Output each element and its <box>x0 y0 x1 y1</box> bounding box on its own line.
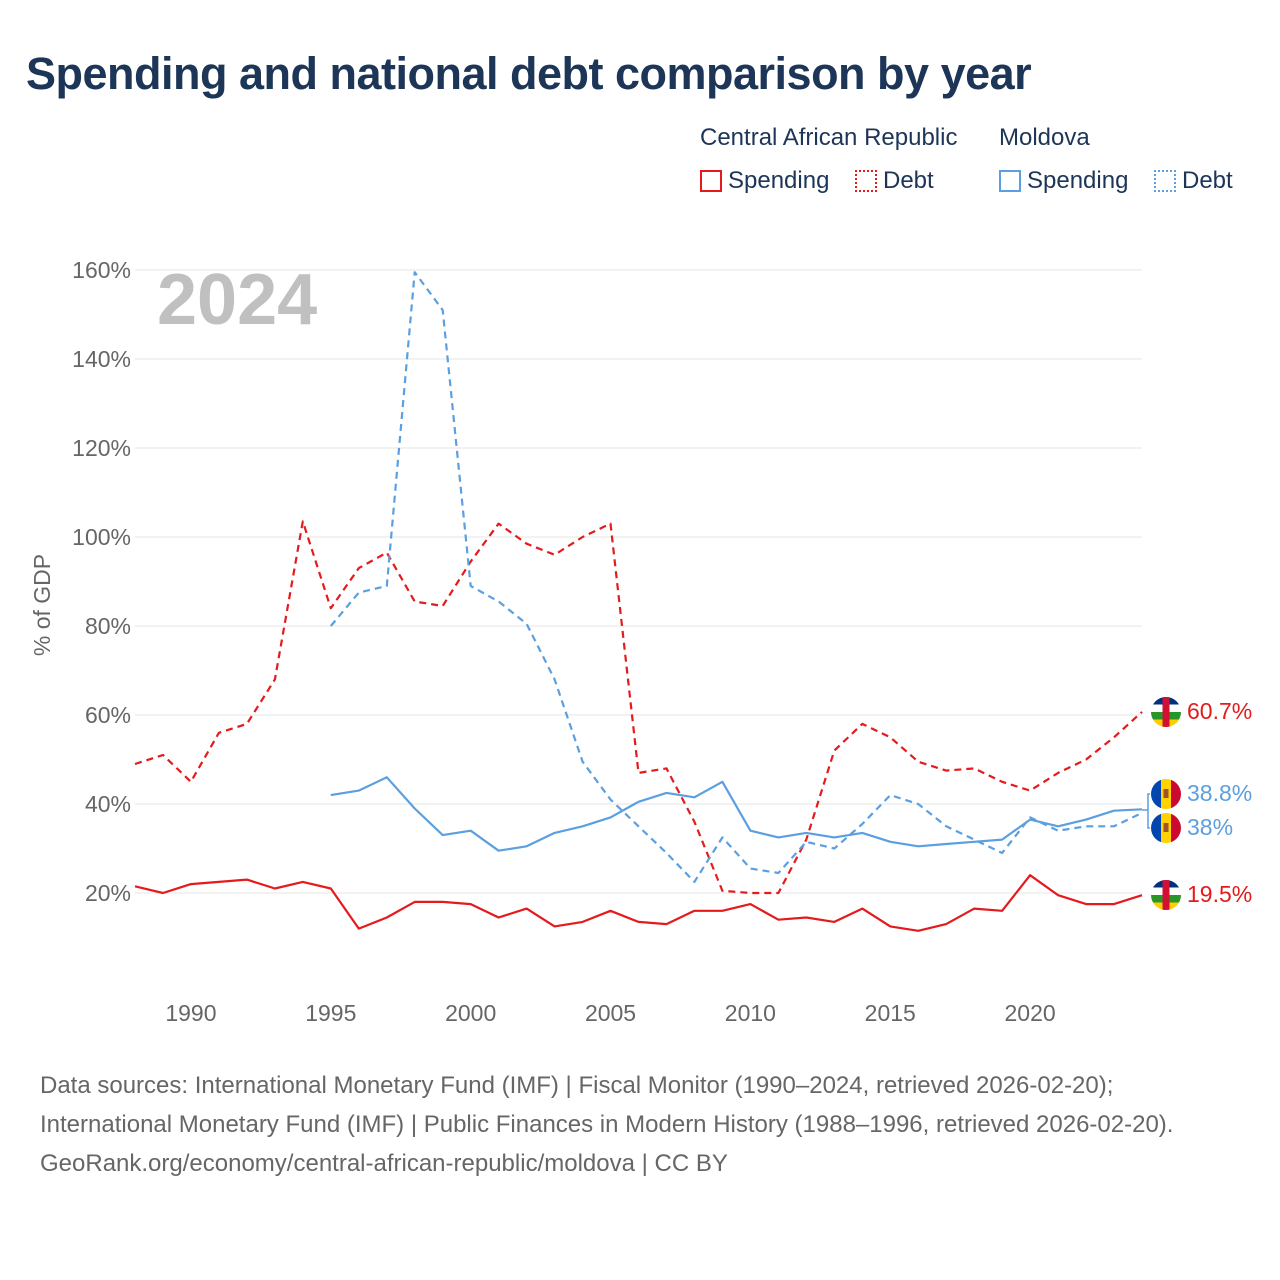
x-tick-label: 1995 <box>305 1000 356 1026</box>
legend-label-car-spending: Spending <box>728 167 830 194</box>
end-label-moldova-spending: 38.8% <box>1187 780 1252 806</box>
end-label-moldova-debt: 38% <box>1187 814 1233 840</box>
legend-swatch-solid-blue <box>999 170 1021 192</box>
series-line-moldova-spending[interactable] <box>330 776 1143 852</box>
x-tick-label: 2005 <box>585 1000 636 1026</box>
legend-item-moldova-spending[interactable]: Spending <box>999 166 1128 196</box>
legend-country-moldova: Moldova <box>999 124 1090 151</box>
y-tick-label: 100% <box>72 524 131 550</box>
moldova-flag-icon <box>1151 813 1181 843</box>
line-chart: 2024 20% 40% 60% 80% 100% 120% 140% 160% 1990 199… <box>29 257 1252 1026</box>
data-sources: Data sources: International Monetary Fun… <box>40 1072 1174 1138</box>
footer: Data sources: International Monetary Fun… <box>40 1066 1240 1183</box>
y-tick-label: 20% <box>85 880 131 906</box>
x-tick-label: 2000 <box>445 1000 496 1026</box>
label-connector <box>1142 793 1150 829</box>
car-flag-icon <box>1151 880 1181 910</box>
series-line-moldova-debt[interactable] <box>329 271 1143 884</box>
y-axis-label: % of GDP <box>29 554 55 656</box>
x-tick-label: 2010 <box>725 1000 776 1026</box>
x-tick-label: 2015 <box>865 1000 916 1026</box>
car-flag-icon <box>1151 697 1181 727</box>
y-tick-label: 140% <box>72 346 131 372</box>
moldova-flag-icon <box>1151 779 1181 809</box>
legend-label-car-debt: Debt <box>883 167 934 194</box>
legend-swatch-dotted-red <box>855 170 877 192</box>
chart-title: Spending and national debt comparison by… <box>26 48 1032 99</box>
y-tick-label: 80% <box>85 613 131 639</box>
y-tick-label: 60% <box>85 702 131 728</box>
end-label-car-debt: 60.7% <box>1187 698 1252 724</box>
y-tick-label: 40% <box>85 791 131 817</box>
year-watermark: 2024 <box>157 260 317 340</box>
legend-label-moldova-spending: Spending <box>1027 167 1129 194</box>
series-line-central-african-republic-spending[interactable] <box>134 874 1143 932</box>
series-line-central-african-republic-debt[interactable] <box>134 520 1143 895</box>
legend-swatch-solid-red <box>700 170 722 192</box>
legend-label-moldova-debt: Debt <box>1182 167 1233 194</box>
end-label-car-spending: 19.5% <box>1187 881 1252 907</box>
legend-item-car-debt[interactable]: Debt <box>855 166 934 196</box>
y-tick-label: 160% <box>72 257 131 283</box>
credit-link[interactable]: GeoRank.org/economy/central-african-repu… <box>40 1150 728 1177</box>
legend-item-car-spending[interactable]: Spending <box>700 166 829 196</box>
x-tick-label: 2020 <box>1005 1000 1056 1026</box>
y-tick-label: 120% <box>72 435 131 461</box>
legend-country-central-african-republic: Central African Republic <box>700 124 958 151</box>
x-tick-label: 1990 <box>165 1000 216 1026</box>
legend-swatch-dotted-blue <box>1154 170 1176 192</box>
legend-item-moldova-debt[interactable]: Debt <box>1154 166 1233 196</box>
